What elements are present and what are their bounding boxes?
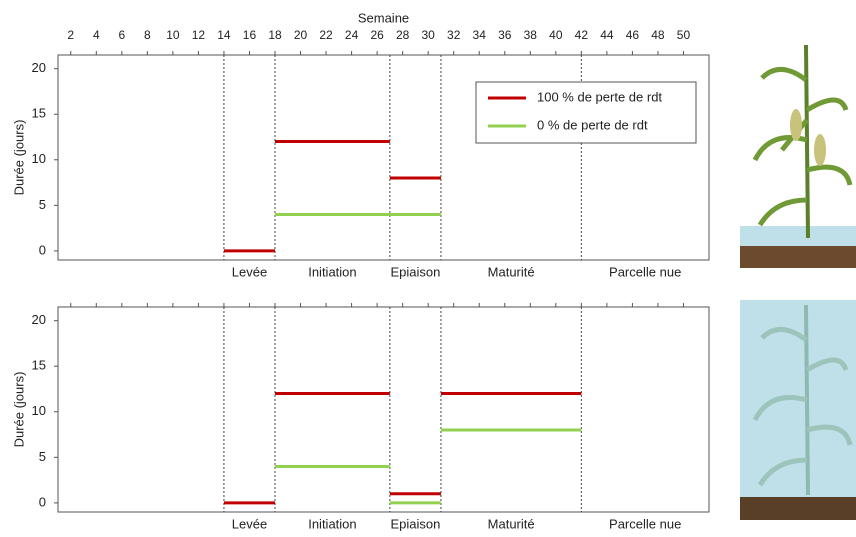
plant-illustration-top <box>740 44 856 268</box>
plant-illustration-bottom <box>740 300 856 520</box>
x-tick-label: 34 <box>473 28 487 42</box>
y-tick-label: 15 <box>32 106 46 121</box>
x-tick-label: 18 <box>268 28 282 42</box>
legend-label: 0 % de perte de rdt <box>537 117 648 132</box>
x-tick-label: 44 <box>600 28 614 42</box>
legend-box <box>475 81 697 144</box>
x-tick-label: 30 <box>421 28 435 42</box>
y-tick-label: 0 <box>39 494 46 509</box>
x-tick-label: 46 <box>626 28 640 42</box>
x-tick-label: 36 <box>498 28 512 42</box>
y-axis-title: Durée (jours) <box>11 120 26 196</box>
y-tick-label: 20 <box>32 60 46 75</box>
x-tick-label: 4 <box>93 28 100 42</box>
phase-label: Initiation <box>308 264 356 279</box>
y-tick-label: 5 <box>39 449 46 464</box>
x-tick-label: 10 <box>166 28 180 42</box>
phase-label: Epiaison <box>390 264 440 279</box>
y-tick-label: 20 <box>32 312 46 327</box>
x-tick-label: 12 <box>192 28 206 42</box>
x-tick-label: 28 <box>396 28 410 42</box>
y-tick-label: 5 <box>39 197 46 212</box>
phase-label: Maturité <box>488 516 535 531</box>
x-tick-label: 20 <box>294 28 308 42</box>
phase-label: Levée <box>232 264 267 279</box>
x-tick-label: 50 <box>677 28 691 42</box>
y-tick-label: 15 <box>32 358 46 373</box>
x-tick-label: 22 <box>319 28 333 42</box>
phase-label: Initiation <box>308 516 356 531</box>
x-tick-label: 40 <box>549 28 563 42</box>
phase-label: Parcelle nue <box>609 264 681 279</box>
x-tick-label: 14 <box>217 28 231 42</box>
plot-frame <box>57 54 710 261</box>
x-tick-label: 38 <box>524 28 538 42</box>
x-tick-label: 26 <box>370 28 384 42</box>
phase-label: Parcelle nue <box>609 516 681 531</box>
x-tick-label: 8 <box>144 28 151 42</box>
x-tick-label: 16 <box>243 28 257 42</box>
phase-label: Levée <box>232 516 267 531</box>
x-tick-label: 24 <box>345 28 359 42</box>
legend-label: 100 % de perte de rdt <box>537 89 662 104</box>
x-tick-label: 42 <box>575 28 589 42</box>
plot-frame <box>57 306 710 513</box>
y-tick-label: 10 <box>32 403 46 418</box>
x-axis-title: Semaine <box>358 10 409 25</box>
phase-label: Maturité <box>488 264 535 279</box>
x-tick-label: 2 <box>67 28 74 42</box>
x-tick-label: 32 <box>447 28 461 42</box>
y-axis-title: Durée (jours) <box>11 372 26 448</box>
y-tick-label: 0 <box>39 242 46 257</box>
phase-label: Epiaison <box>390 516 440 531</box>
x-tick-label: 48 <box>651 28 665 42</box>
y-tick-label: 10 <box>32 151 46 166</box>
x-tick-label: 6 <box>118 28 125 42</box>
